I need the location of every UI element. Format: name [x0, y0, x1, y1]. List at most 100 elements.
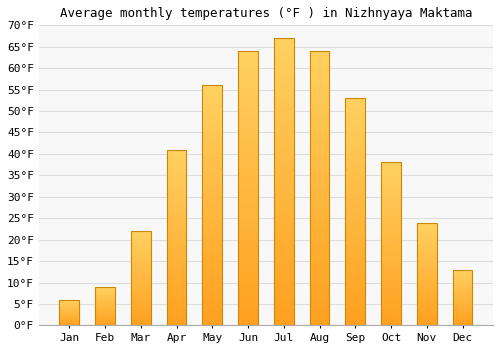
- Bar: [310, 314, 330, 320]
- Bar: [381, 208, 401, 211]
- Bar: [346, 175, 365, 180]
- Bar: [131, 256, 150, 258]
- Bar: [60, 300, 79, 326]
- Bar: [238, 62, 258, 68]
- Bar: [238, 106, 258, 111]
- Bar: [60, 309, 79, 310]
- Bar: [238, 95, 258, 100]
- Bar: [166, 252, 186, 255]
- Bar: [95, 294, 115, 295]
- Bar: [95, 307, 115, 308]
- Bar: [202, 128, 222, 133]
- Bar: [310, 100, 330, 106]
- Bar: [166, 188, 186, 192]
- Bar: [274, 61, 293, 67]
- Bar: [346, 307, 365, 312]
- Bar: [238, 150, 258, 155]
- Bar: [310, 320, 330, 326]
- Bar: [417, 311, 436, 313]
- Bar: [60, 311, 79, 312]
- Bar: [346, 144, 365, 148]
- Bar: [310, 271, 330, 276]
- Bar: [131, 258, 150, 259]
- Bar: [274, 72, 293, 78]
- Bar: [452, 279, 472, 280]
- Bar: [381, 286, 401, 289]
- Bar: [274, 199, 293, 205]
- Bar: [452, 301, 472, 302]
- Bar: [95, 290, 115, 291]
- Bar: [166, 181, 186, 185]
- Bar: [95, 315, 115, 316]
- Bar: [202, 292, 222, 296]
- Bar: [238, 276, 258, 281]
- Bar: [95, 324, 115, 325]
- Bar: [131, 233, 150, 235]
- Bar: [310, 287, 330, 293]
- Bar: [274, 193, 293, 199]
- Bar: [238, 221, 258, 227]
- Bar: [274, 136, 293, 141]
- Bar: [274, 279, 293, 285]
- Bar: [417, 305, 436, 307]
- Bar: [381, 195, 401, 198]
- Bar: [417, 293, 436, 295]
- Bar: [346, 134, 365, 139]
- Bar: [238, 248, 258, 254]
- Bar: [131, 312, 150, 314]
- Bar: [417, 307, 436, 309]
- Bar: [346, 121, 365, 125]
- Bar: [131, 237, 150, 239]
- Bar: [95, 287, 115, 326]
- Bar: [95, 303, 115, 304]
- Bar: [202, 148, 222, 153]
- Bar: [452, 272, 472, 273]
- Bar: [346, 221, 365, 225]
- Bar: [202, 253, 222, 258]
- Bar: [131, 297, 150, 299]
- Bar: [238, 227, 258, 232]
- Bar: [202, 105, 222, 109]
- Bar: [346, 98, 365, 103]
- Bar: [274, 245, 293, 251]
- Bar: [346, 275, 365, 280]
- Bar: [310, 177, 330, 183]
- Bar: [166, 227, 186, 231]
- Bar: [131, 310, 150, 312]
- Bar: [274, 314, 293, 320]
- Bar: [131, 284, 150, 286]
- Bar: [202, 109, 222, 114]
- Bar: [417, 247, 436, 249]
- Bar: [452, 322, 472, 323]
- Bar: [346, 162, 365, 166]
- Bar: [238, 265, 258, 271]
- Bar: [166, 167, 186, 171]
- Bar: [166, 153, 186, 157]
- Bar: [310, 276, 330, 281]
- Bar: [274, 239, 293, 245]
- Bar: [274, 182, 293, 188]
- Bar: [238, 194, 258, 199]
- Bar: [310, 303, 330, 309]
- Bar: [452, 303, 472, 304]
- Bar: [238, 122, 258, 128]
- Bar: [417, 243, 436, 245]
- Bar: [131, 239, 150, 240]
- Bar: [131, 246, 150, 248]
- Bar: [202, 311, 222, 316]
- Bar: [452, 296, 472, 298]
- Bar: [95, 291, 115, 292]
- Bar: [452, 304, 472, 305]
- Bar: [346, 148, 365, 153]
- Bar: [238, 254, 258, 260]
- Bar: [346, 262, 365, 266]
- Bar: [310, 298, 330, 303]
- Bar: [346, 112, 365, 116]
- Bar: [166, 164, 186, 167]
- Bar: [166, 209, 186, 213]
- Bar: [202, 162, 222, 167]
- Bar: [60, 306, 79, 307]
- Bar: [238, 68, 258, 73]
- Bar: [202, 306, 222, 311]
- Bar: [202, 186, 222, 191]
